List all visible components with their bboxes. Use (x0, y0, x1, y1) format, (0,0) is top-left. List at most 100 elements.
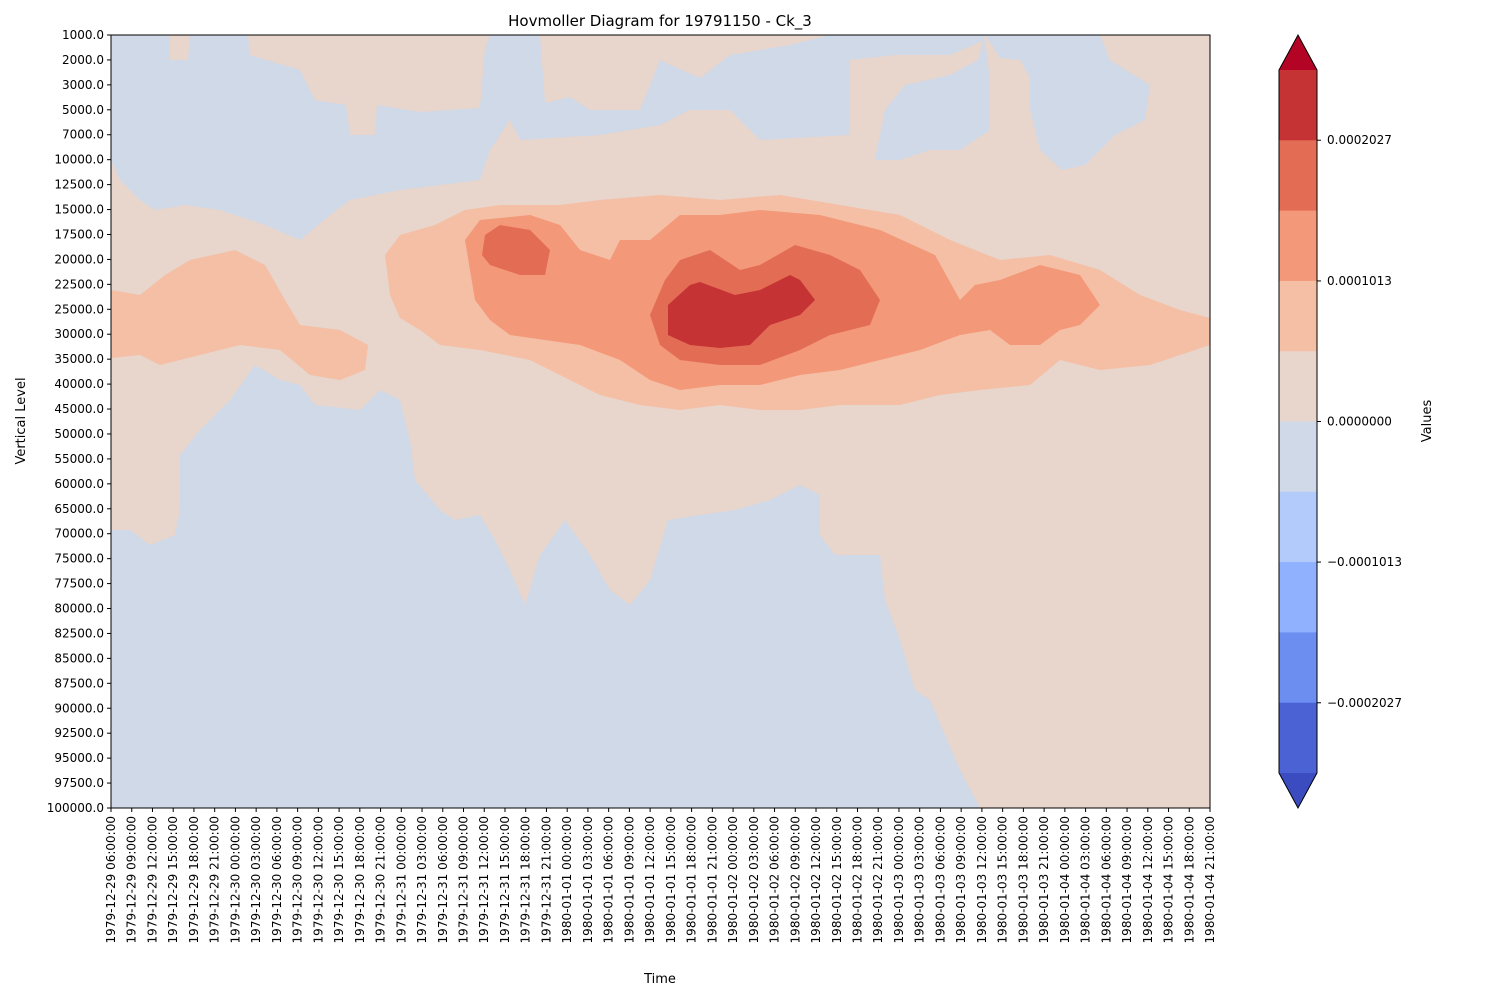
x-tick-label: 1979-12-29 18:00:00 (187, 816, 201, 943)
x-tick-label: 1980-01-02 06:00:00 (768, 816, 782, 943)
x-tick-label: 1980-01-04 09:00:00 (1120, 816, 1134, 943)
y-tick-label: 17500.0 (54, 227, 104, 241)
x-tick-label: 1980-01-01 06:00:00 (602, 816, 616, 943)
x-tick-label: 1980-01-02 12:00:00 (809, 816, 823, 943)
x-tick-label: 1979-12-31 06:00:00 (436, 816, 450, 943)
x-tick-label: 1979-12-31 03:00:00 (415, 816, 429, 943)
y-tick-label: 55000.0 (54, 452, 104, 466)
x-axis: 1979-12-29 06:00:00 1979-12-29 09:00:00 19… (104, 808, 1217, 943)
y-tick-label: 30000.0 (54, 327, 104, 341)
plot-area (111, 35, 1210, 808)
y-tick-label: 15000.0 (54, 203, 104, 217)
colorbar-band (1279, 351, 1317, 422)
colorbar-band (1279, 632, 1317, 704)
plot-frame (110, 34, 1211, 809)
y-axis-label: Vertical Level (14, 377, 29, 464)
y-tick-label: 12500.0 (54, 178, 104, 192)
colorbar-band (1279, 280, 1317, 352)
colorbar-band (1279, 562, 1317, 633)
x-tick-label: 1979-12-31 15:00:00 (498, 816, 512, 943)
x-tick-label: 1979-12-30 15:00:00 (332, 816, 346, 943)
colorbar-tick-label: 0.0002027 (1327, 133, 1392, 147)
y-tick-label: 80000.0 (54, 602, 104, 616)
colorbar-extend-min (1279, 773, 1317, 808)
x-tick-label: 1979-12-29 12:00:00 (145, 816, 159, 943)
x-tick-label: 1979-12-31 18:00:00 (519, 816, 533, 943)
contour-negative-lower-left (111, 365, 980, 808)
x-tick-label: 1980-01-01 09:00:00 (622, 816, 636, 943)
y-tick-label: 22500.0 (54, 277, 104, 291)
x-tick-label: 1979-12-31 00:00:00 (394, 816, 408, 943)
y-axis: 1000.0 2000.0 3000.0 5000.0 7000.0 10000.0 125… (47, 28, 111, 815)
x-tick-label: 1980-01-03 15:00:00 (996, 816, 1010, 943)
y-tick-label: 10000.0 (54, 153, 104, 167)
y-tick-label: 85000.0 (54, 651, 104, 665)
x-tick-label: 1980-01-04 12:00:00 (1141, 816, 1155, 943)
colorbar-band (1279, 491, 1317, 563)
y-tick-label: 50000.0 (54, 427, 104, 441)
x-tick-label: 1980-01-02 18:00:00 (850, 816, 864, 943)
x-tick-label: 1979-12-29 09:00:00 (125, 816, 139, 943)
x-tick-label: 1980-01-04 15:00:00 (1162, 816, 1176, 943)
x-tick-label: 1979-12-29 21:00:00 (208, 816, 222, 943)
x-tick-label: 1980-01-01 18:00:00 (685, 816, 699, 943)
y-tick-label: 75000.0 (54, 552, 104, 566)
y-tick-label: 77500.0 (54, 577, 104, 591)
y-tick-label: 1000.0 (62, 28, 104, 42)
y-tick-label: 35000.0 (54, 352, 104, 366)
x-tick-label: 1980-01-02 21:00:00 (871, 816, 885, 943)
colorbar-band (1279, 70, 1317, 141)
x-tick-label: 1980-01-02 03:00:00 (747, 816, 761, 943)
x-tick-label: 1980-01-02 09:00:00 (788, 816, 802, 943)
y-tick-label: 100000.0 (47, 801, 104, 815)
x-tick-label: 1980-01-02 15:00:00 (830, 816, 844, 943)
x-tick-label: 1980-01-01 12:00:00 (643, 816, 657, 943)
colorbar-tick-label: 0.0000000 (1327, 415, 1392, 429)
x-tick-label: 1979-12-30 06:00:00 (270, 816, 284, 943)
y-tick-label: 87500.0 (54, 676, 104, 690)
colorbar-ticks: 0.0002027 0.0001013 0.0000000 −0.0001013 −0.… (1317, 133, 1402, 710)
x-tick-label: 1980-01-03 12:00:00 (975, 816, 989, 943)
colorbar-band (1279, 421, 1317, 493)
y-tick-label: 2000.0 (62, 53, 104, 67)
colorbar-tick-label: −0.0001013 (1327, 555, 1402, 569)
x-tick-label: 1979-12-31 09:00:00 (457, 816, 471, 943)
colorbar-tick-label: 0.0001013 (1327, 274, 1392, 288)
x-tick-label: 1980-01-04 21:00:00 (1203, 816, 1217, 943)
x-tick-label: 1980-01-03 03:00:00 (913, 816, 927, 943)
x-tick-label: 1980-01-01 15:00:00 (664, 816, 678, 943)
x-tick-label: 1980-01-04 03:00:00 (1079, 816, 1093, 943)
x-tick-label: 1979-12-30 03:00:00 (249, 816, 263, 943)
x-tick-label: 1979-12-29 15:00:00 (166, 816, 180, 943)
x-tick-label: 1980-01-03 06:00:00 (933, 816, 947, 943)
x-tick-label: 1980-01-03 09:00:00 (954, 816, 968, 943)
colorbar-tick-label: −0.0002027 (1327, 696, 1402, 710)
x-tick-label: 1979-12-31 12:00:00 (477, 816, 491, 943)
x-tick-label: 1979-12-30 00:00:00 (228, 816, 242, 943)
y-tick-label: 65000.0 (54, 502, 104, 516)
contour-band-4 (668, 275, 815, 348)
x-tick-label: 1980-01-01 00:00:00 (560, 816, 574, 943)
x-tick-label: 1980-01-04 06:00:00 (1099, 816, 1113, 943)
x-tick-label: 1979-12-30 12:00:00 (311, 816, 325, 943)
x-tick-label: 1980-01-03 00:00:00 (892, 816, 906, 943)
y-tick-label: 70000.0 (54, 527, 104, 541)
y-tick-label: 92500.0 (54, 726, 104, 740)
y-tick-label: 45000.0 (54, 402, 104, 416)
x-tick-label: 1980-01-02 00:00:00 (726, 816, 740, 943)
colorbar-label: Values (1420, 400, 1435, 443)
y-tick-label: 97500.0 (54, 776, 104, 790)
contour-negative-upper-left (111, 35, 1150, 240)
x-tick-label: 1980-01-01 21:00:00 (705, 816, 719, 943)
chart-title: Hovmoller Diagram for 19791150 - Ck_3 (508, 12, 812, 31)
y-tick-label: 7000.0 (62, 128, 104, 142)
x-tick-label: 1980-01-04 18:00:00 (1182, 816, 1196, 943)
x-axis-label: Time (643, 972, 676, 987)
colorbar-band (1279, 210, 1317, 282)
x-tick-label: 1980-01-03 18:00:00 (1016, 816, 1030, 943)
x-tick-label: 1980-01-01 03:00:00 (581, 816, 595, 943)
x-tick-label: 1980-01-04 00:00:00 (1058, 816, 1072, 943)
colorbar-band (1279, 140, 1317, 212)
colorbar-outline (1278, 33, 1318, 810)
x-tick-label: 1979-12-30 21:00:00 (374, 816, 388, 943)
